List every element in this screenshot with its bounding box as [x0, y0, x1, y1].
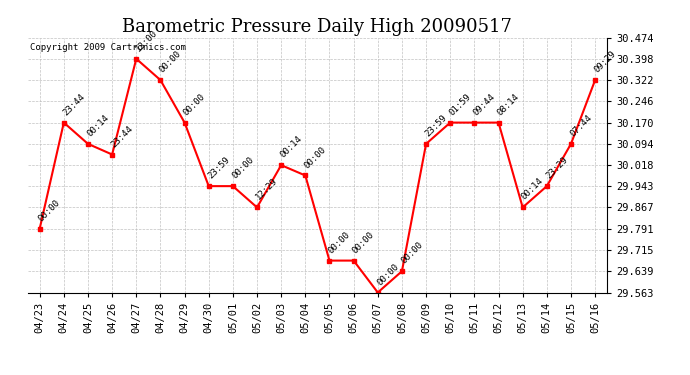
Text: 00:14: 00:14 — [520, 177, 545, 202]
Text: 12:29: 12:29 — [254, 177, 279, 202]
Text: 23:59: 23:59 — [206, 155, 231, 181]
Text: 08:14: 08:14 — [495, 92, 521, 117]
Title: Barometric Pressure Daily High 20090517: Barometric Pressure Daily High 20090517 — [122, 18, 513, 36]
Text: 23:44: 23:44 — [61, 92, 86, 117]
Text: 00:00: 00:00 — [230, 155, 255, 181]
Text: 09:29: 09:29 — [592, 49, 618, 75]
Text: 00:00: 00:00 — [399, 240, 424, 266]
Text: 00:00: 00:00 — [37, 198, 62, 223]
Text: 00:00: 00:00 — [181, 92, 207, 117]
Text: 23:59: 23:59 — [423, 113, 448, 138]
Text: Copyright 2009 Cartronics.com: Copyright 2009 Cartronics.com — [30, 43, 186, 52]
Text: 09:44: 09:44 — [471, 92, 497, 117]
Text: 00:00: 00:00 — [351, 230, 376, 255]
Text: 13:00: 13:00 — [133, 28, 159, 53]
Text: 23:44: 23:44 — [109, 124, 135, 149]
Text: 00:00: 00:00 — [302, 145, 328, 170]
Text: 00:14: 00:14 — [278, 134, 304, 160]
Text: 23:29: 23:29 — [544, 155, 569, 181]
Text: 00:14: 00:14 — [85, 113, 110, 138]
Text: 07:44: 07:44 — [568, 113, 593, 138]
Text: 00:00: 00:00 — [326, 230, 352, 255]
Text: 00:00: 00:00 — [375, 262, 400, 287]
Text: 01:59: 01:59 — [447, 92, 473, 117]
Text: 00:00: 00:00 — [157, 49, 183, 75]
